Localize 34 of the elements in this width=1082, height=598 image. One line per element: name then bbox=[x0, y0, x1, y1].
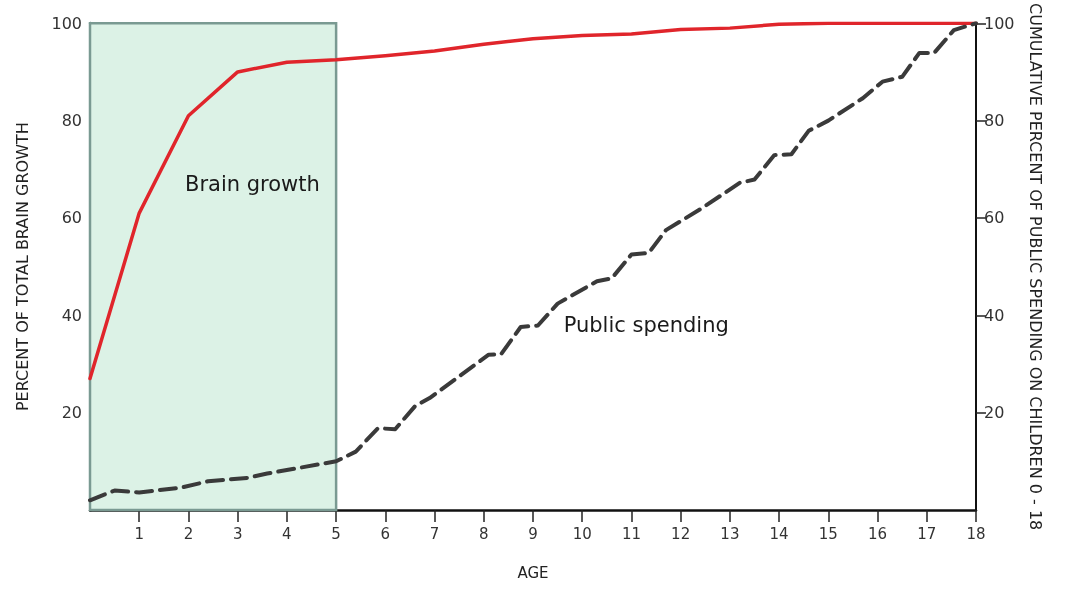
x-tick-label: 6 bbox=[380, 524, 391, 543]
x-tick-label: 3 bbox=[232, 524, 243, 543]
x-tick-label: 2 bbox=[183, 524, 194, 543]
annotation: Brain growth bbox=[185, 171, 320, 196]
x-tick-label: 14 bbox=[769, 524, 789, 543]
x-tick-label: 15 bbox=[818, 524, 838, 543]
x-axis-title: AGE bbox=[517, 563, 549, 582]
y2-tick-label: 40 bbox=[984, 305, 1005, 325]
y2-tick-label: 60 bbox=[984, 208, 1005, 228]
x-tick-label: 16 bbox=[868, 524, 888, 543]
y-tick-label: 60 bbox=[61, 208, 82, 228]
x-tick-label: 11 bbox=[621, 524, 641, 543]
x-tick-label: 1 bbox=[134, 524, 144, 543]
y2-tick-label: 20 bbox=[984, 403, 1005, 423]
y2-tick-label: 100 bbox=[984, 13, 1015, 33]
x-tick-label: 8 bbox=[479, 524, 489, 543]
line-series bbox=[88, 21, 978, 503]
y2-axis-title: CUMULATIVE PERCENT OF PUBLIC SPENDING ON CHILDREN 0 - 18 bbox=[1025, 3, 1045, 531]
x-tick-label: 17 bbox=[917, 524, 937, 543]
x-tick-label: 18 bbox=[966, 524, 986, 543]
x-tick-label: 7 bbox=[429, 524, 440, 543]
x-tick-label: 9 bbox=[528, 524, 538, 543]
x-tick-label: 13 bbox=[720, 524, 740, 543]
x-tick-label: 5 bbox=[331, 524, 341, 543]
annotation: Public spending bbox=[563, 313, 729, 338]
y-tick-label: 40 bbox=[61, 305, 82, 325]
y-tick-label: 80 bbox=[61, 111, 82, 131]
y-tick-label: 20 bbox=[61, 403, 82, 423]
y-tick-label: 100 bbox=[51, 13, 82, 33]
y2-tick-label: 80 bbox=[984, 111, 1005, 131]
x-tick-label: 10 bbox=[572, 524, 592, 543]
x-tick-label: 4 bbox=[282, 524, 292, 543]
y-axis-title: PERCENT OF TOTAL BRAIN GROWTH bbox=[12, 122, 32, 412]
x-tick-label: 12 bbox=[671, 524, 691, 543]
